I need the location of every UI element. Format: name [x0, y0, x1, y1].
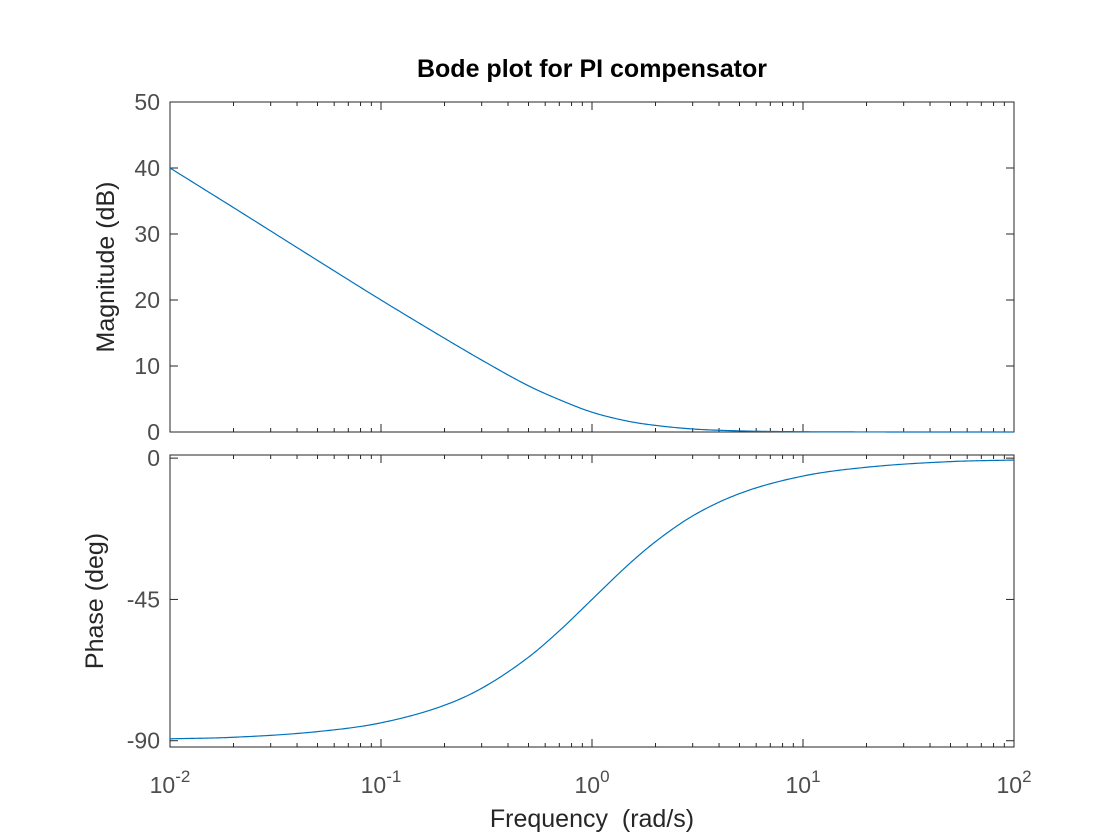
magnitude-ylabel: Magnitude (dB): [92, 182, 120, 353]
magnitude-axes-box: [169, 101, 1015, 433]
phase-ylabel: Phase (deg): [81, 533, 109, 669]
magnitude-ytick-label: 0: [147, 419, 160, 445]
phase-curve: [169, 459, 1015, 740]
magnitude-ytick-label: 20: [134, 287, 160, 313]
x-axis-label: Frequency (rad/s): [490, 805, 694, 833]
chart-title: Bode plot for PI compensator: [417, 55, 767, 83]
magnitude-ytick-label: 40: [134, 155, 160, 181]
phase-ytick-label: 0: [147, 445, 160, 471]
x-tick-labels: 10-2 10-1 100 101 102: [150, 767, 1032, 798]
magnitude-ytick-label: 10: [134, 353, 160, 379]
x-tick-label: 100: [574, 767, 609, 798]
phase-ytick-label: -45: [127, 586, 160, 612]
phase-panel: -90 -45 0 Phase (deg): [81, 445, 1015, 754]
x-tick-label: 102: [996, 767, 1031, 798]
x-tick-label: 101: [785, 767, 820, 798]
phase-ytick-label: -90: [127, 728, 160, 754]
magnitude-ytick-label: 30: [134, 221, 160, 247]
x-tick-label: 10-1: [361, 767, 402, 798]
phase-axes-box: [169, 454, 1015, 748]
magnitude-curve: [169, 167, 1014, 433]
magnitude-ytick-label: 50: [134, 89, 160, 115]
magnitude-panel: 0 10 20 30 40 50 Magnitude (dB): [92, 89, 1015, 445]
x-tick-label: 10-2: [150, 767, 191, 798]
